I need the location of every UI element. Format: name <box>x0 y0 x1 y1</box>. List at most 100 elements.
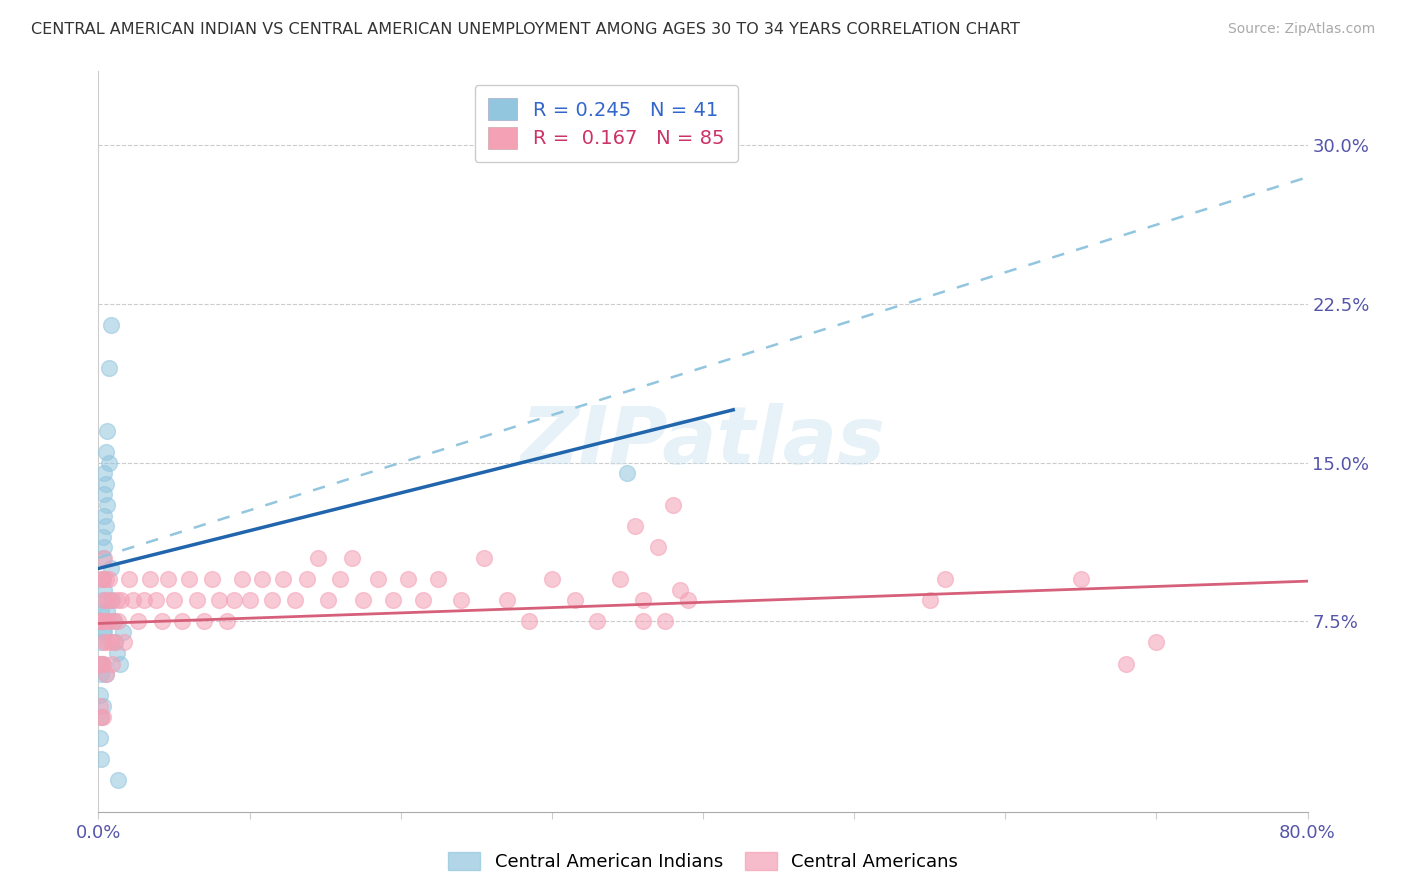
Point <box>427 572 450 586</box>
Point <box>96 593 118 607</box>
Point <box>98 360 121 375</box>
Point <box>90 604 112 618</box>
Point <box>316 593 339 607</box>
Point <box>132 593 155 607</box>
Point <box>239 593 262 607</box>
Point <box>540 572 562 586</box>
Point <box>96 498 118 512</box>
Point <box>89 615 111 629</box>
Point <box>100 635 122 649</box>
Point <box>586 615 609 629</box>
Point <box>631 593 654 607</box>
Point <box>250 572 273 586</box>
Point <box>107 615 129 629</box>
Point <box>112 635 135 649</box>
Point <box>1144 635 1167 649</box>
Point <box>104 635 127 649</box>
Point <box>110 593 132 607</box>
Point <box>118 572 141 586</box>
Point <box>91 550 114 565</box>
Point <box>150 615 173 629</box>
Point <box>103 615 125 629</box>
Point <box>396 572 419 586</box>
Point <box>101 657 124 671</box>
Point <box>104 635 127 649</box>
Point <box>93 635 115 649</box>
Point <box>101 593 124 607</box>
Point <box>156 572 179 586</box>
Point <box>1070 572 1092 586</box>
Point <box>96 635 118 649</box>
Point <box>93 541 115 555</box>
Point <box>107 772 129 787</box>
Point <box>139 572 162 586</box>
Point <box>93 487 115 501</box>
Point <box>98 456 121 470</box>
Point <box>96 424 118 438</box>
Point <box>100 561 122 575</box>
Point <box>342 550 364 565</box>
Point <box>224 593 246 607</box>
Point <box>111 624 134 639</box>
Legend: Central American Indians, Central Americans: Central American Indians, Central Americ… <box>440 846 966 879</box>
Point <box>271 572 294 586</box>
Point <box>193 615 215 629</box>
Point <box>307 550 329 565</box>
Point <box>94 476 117 491</box>
Point <box>91 698 114 713</box>
Point <box>676 593 699 607</box>
Point <box>329 572 352 586</box>
Point <box>127 615 149 629</box>
Text: ZIPatlas: ZIPatlas <box>520 402 886 481</box>
Point <box>616 467 638 481</box>
Point <box>94 572 117 586</box>
Point <box>90 635 112 649</box>
Text: Source: ZipAtlas.com: Source: ZipAtlas.com <box>1227 22 1375 37</box>
Point <box>669 582 692 597</box>
Point <box>94 445 117 459</box>
Point <box>295 572 318 586</box>
Point <box>93 624 115 639</box>
Point <box>1115 657 1137 671</box>
Point <box>103 615 125 629</box>
Point <box>262 593 284 607</box>
Point <box>94 615 117 629</box>
Point <box>91 657 114 671</box>
Point <box>98 615 121 629</box>
Point <box>231 572 253 586</box>
Point <box>624 519 647 533</box>
Point <box>89 689 111 703</box>
Point <box>631 615 654 629</box>
Point <box>91 624 114 639</box>
Point <box>93 508 115 523</box>
Point <box>179 572 201 586</box>
Point <box>186 593 208 607</box>
Point <box>89 615 111 629</box>
Point <box>201 572 224 586</box>
Point <box>284 593 307 607</box>
Point <box>91 709 114 723</box>
Point <box>122 593 145 607</box>
Point <box>89 698 111 713</box>
Point <box>94 667 117 681</box>
Point <box>647 541 669 555</box>
Point <box>91 657 114 671</box>
Point <box>91 572 114 586</box>
Point <box>89 657 111 671</box>
Point <box>90 752 112 766</box>
Point <box>170 615 193 629</box>
Point <box>450 593 472 607</box>
Point <box>100 318 122 333</box>
Point <box>90 667 112 681</box>
Point <box>564 593 586 607</box>
Point <box>105 646 128 660</box>
Point <box>934 572 956 586</box>
Point <box>89 731 111 745</box>
Point <box>367 572 389 586</box>
Point <box>208 593 231 607</box>
Point <box>93 550 115 565</box>
Point <box>90 709 112 723</box>
Legend: R = 0.245   N = 41, R =  0.167   N = 85: R = 0.245 N = 41, R = 0.167 N = 85 <box>475 85 738 162</box>
Point <box>91 615 114 629</box>
Point <box>495 593 517 607</box>
